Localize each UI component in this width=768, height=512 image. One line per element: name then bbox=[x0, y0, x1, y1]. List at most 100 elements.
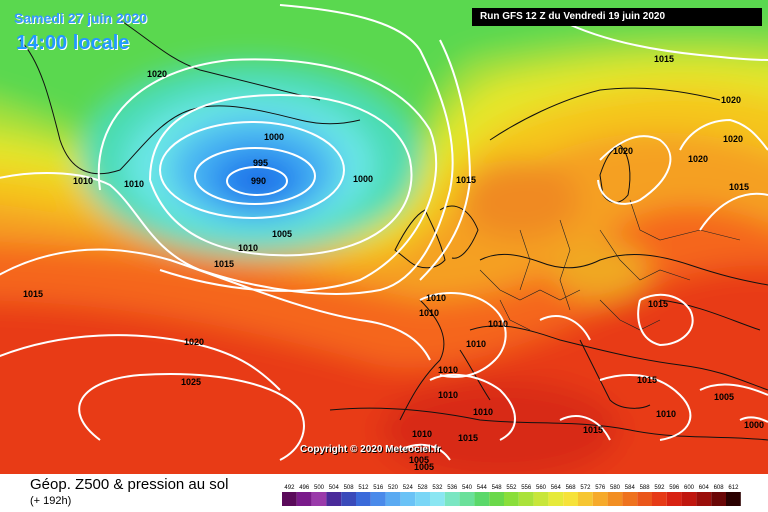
forecast-map: 1020 1010 1010 1000 995 990 1000 1015 10… bbox=[0, 0, 768, 474]
product-title: Géop. Z500 & pression au sol bbox=[30, 476, 229, 493]
scale-swatch bbox=[666, 492, 682, 506]
isobar-label: 1010 bbox=[426, 293, 446, 303]
isobar-label: 1020 bbox=[147, 69, 167, 79]
isobar-label: 1015 bbox=[456, 175, 476, 185]
scale-tick-label: 504 bbox=[329, 485, 340, 491]
scale-tick-label: 540 bbox=[462, 485, 473, 491]
scale-swatch bbox=[504, 492, 519, 506]
isobar-label: 1015 bbox=[654, 54, 674, 64]
isobar-label: 990 bbox=[251, 176, 266, 186]
scale-swatch bbox=[415, 492, 430, 506]
isobar-label: 1005 bbox=[714, 392, 734, 402]
isobar-label: 1000 bbox=[353, 174, 373, 184]
isobar-label: 1015 bbox=[583, 425, 603, 435]
scale-tick-label: 600 bbox=[684, 485, 695, 491]
scale-swatch bbox=[652, 492, 667, 506]
scale-tick-label: 588 bbox=[640, 485, 651, 491]
scale-swatch bbox=[533, 492, 549, 506]
scale-tick-label: 548 bbox=[492, 485, 503, 491]
isobar-label: 1010 bbox=[656, 409, 676, 419]
isobar-label: 1020 bbox=[184, 337, 204, 347]
isobar-label: 1010 bbox=[438, 365, 458, 375]
isobar-label: 1020 bbox=[721, 95, 741, 105]
scale-tick-label: 552 bbox=[506, 485, 517, 491]
isobar-label: 1020 bbox=[723, 134, 743, 144]
scale-swatch bbox=[400, 492, 416, 506]
scale-tick-label: 592 bbox=[654, 485, 665, 491]
isobar-label: 1010 bbox=[412, 429, 432, 439]
scale-tick-label: 596 bbox=[669, 485, 680, 491]
borders bbox=[479, 199, 741, 331]
scale-tick-label: 556 bbox=[521, 485, 532, 491]
scale-swatch bbox=[607, 492, 623, 506]
isobar-label: 1010 bbox=[466, 339, 486, 349]
scale-tick-label: 528 bbox=[418, 485, 429, 491]
scale-tick-label: 612 bbox=[728, 485, 739, 491]
scale-tick-label: 516 bbox=[373, 485, 384, 491]
scale-swatch bbox=[356, 492, 371, 506]
scale-swatch bbox=[592, 492, 608, 506]
isobar-label: 1010 bbox=[73, 176, 93, 186]
scale-swatch bbox=[578, 492, 593, 506]
scale-swatch bbox=[296, 492, 312, 506]
isobar-label: 1015 bbox=[637, 375, 657, 385]
scale-swatch bbox=[489, 492, 504, 506]
isobar-label: 1000 bbox=[744, 420, 764, 430]
scale-swatch bbox=[459, 492, 475, 506]
isobar-label: 1020 bbox=[613, 146, 633, 156]
isobar-label: 1020 bbox=[688, 154, 708, 164]
scale-tick-label: 496 bbox=[299, 485, 310, 491]
scale-swatch bbox=[282, 492, 297, 506]
scale-swatch bbox=[326, 492, 342, 506]
scale-tick-label: 576 bbox=[595, 485, 606, 491]
isobar-label: 995 bbox=[253, 158, 268, 168]
scale-tick-label: 572 bbox=[580, 485, 591, 491]
scale-swatch bbox=[341, 492, 356, 506]
forecast-time: 14:00 locale bbox=[16, 32, 130, 54]
forecast-date: Samedi 27 juin 2020 bbox=[14, 10, 148, 26]
scale-tick-label: 608 bbox=[714, 485, 725, 491]
scale-swatch bbox=[681, 492, 697, 506]
scale-tick-label: 580 bbox=[610, 485, 621, 491]
copyright-notice: Copyright © 2020 Meteociel.fr bbox=[300, 444, 441, 455]
scale-tick-label: 500 bbox=[314, 485, 325, 491]
scale-tick-label: 512 bbox=[358, 485, 369, 491]
scale-swatch bbox=[385, 492, 401, 506]
isobar-label: 1015 bbox=[214, 259, 234, 269]
isobar-label: 1010 bbox=[238, 243, 258, 253]
isobar-label: 1005 bbox=[272, 229, 292, 239]
scale-tick-label: 604 bbox=[699, 485, 710, 491]
isobar-label: 1025 bbox=[181, 377, 201, 387]
scale-tick-label: 568 bbox=[566, 485, 577, 491]
scale-tick-label: 520 bbox=[388, 485, 399, 491]
scale-tick-label: 532 bbox=[432, 485, 443, 491]
scale-tick-label: 492 bbox=[284, 485, 295, 491]
scale-swatch bbox=[311, 492, 327, 506]
isobar-label: 1015 bbox=[648, 299, 668, 309]
isobar-label: 1015 bbox=[458, 433, 478, 443]
coastlines bbox=[19, 19, 768, 441]
isobar-label: 1005 bbox=[414, 462, 434, 472]
lead-time: (+ 192h) bbox=[30, 495, 72, 507]
color-scale: 492 496 500 504 508 512 516 520 524 528 532 536 540 5… bbox=[282, 485, 741, 506]
isobar-label: 1005 bbox=[409, 455, 429, 465]
scale-swatch bbox=[474, 492, 490, 506]
scale-swatch bbox=[711, 492, 726, 506]
scale-swatch bbox=[726, 492, 741, 506]
scale-swatch bbox=[637, 492, 652, 506]
scale-swatch bbox=[444, 492, 460, 506]
scale-tick-label: 524 bbox=[403, 485, 414, 491]
isobar-label: 1010 bbox=[419, 308, 439, 318]
isobar-label: 1000 bbox=[264, 132, 284, 142]
scale-swatch bbox=[622, 492, 638, 506]
scale-swatch bbox=[430, 492, 445, 506]
scale-swatch bbox=[548, 492, 564, 506]
isobar-label: 1010 bbox=[488, 319, 508, 329]
scale-swatch bbox=[563, 492, 578, 506]
geopotential-field bbox=[0, 0, 768, 474]
scale-tick-label: 508 bbox=[344, 485, 355, 491]
isobar-lines bbox=[0, 4, 768, 461]
scale-tick-label: 560 bbox=[536, 485, 547, 491]
isobar-labels: 1020 1010 1010 1000 995 990 1000 1015 10… bbox=[23, 54, 764, 472]
